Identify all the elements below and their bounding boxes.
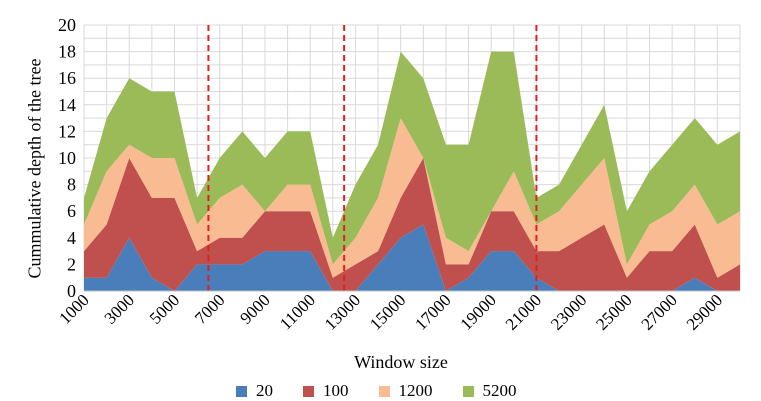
area-series-100 [84, 158, 740, 291]
y-tick-label: 6 [67, 201, 76, 221]
x-tick-label: 27000 [637, 290, 680, 333]
legend-label-100: 100 [323, 381, 349, 400]
x-tick-label: 13000 [321, 290, 364, 333]
x-tick-label: 29000 [683, 290, 726, 333]
legend-swatch-100 [303, 385, 314, 397]
legend-item-100: 100 [303, 381, 349, 401]
x-axis-label: Window size [354, 352, 448, 372]
x-tick-label: 7000 [191, 290, 228, 327]
y-axis-label: Cummulative depth of the tree [24, 58, 45, 279]
x-tick-label: 9000 [236, 290, 273, 327]
legend-item-1200: 1200 [378, 381, 433, 401]
x-tick-label: 5000 [146, 290, 183, 327]
area-series-5200 [84, 51, 740, 265]
y-tick-label: 14 [58, 95, 76, 115]
x-tick-label: 1000 [55, 290, 92, 327]
y-tick-label: 18 [58, 42, 76, 62]
x-tick-label: 23000 [547, 290, 590, 333]
x-tick-label: 11000 [276, 290, 319, 333]
legend-item-5200: 5200 [462, 381, 517, 401]
legend: 20 100 1200 5200 [236, 381, 547, 401]
x-tick-label: 17000 [411, 290, 454, 333]
area-series-20 [84, 224, 740, 291]
y-tick-label: 0 [67, 281, 76, 301]
x-tick-label: 15000 [366, 290, 409, 333]
x-tick-label: 25000 [592, 290, 635, 333]
y-tick-label: 16 [58, 68, 76, 88]
legend-label-20: 20 [256, 381, 273, 400]
y-tick-label: 2 [67, 254, 76, 274]
y-tick-label: 20 [58, 15, 76, 35]
legend-swatch-1200 [378, 385, 390, 397]
x-tick-label: 3000 [101, 290, 138, 327]
legend-swatch-5200 [462, 385, 474, 397]
area-series-1200 [84, 118, 740, 278]
y-tick-labels: 0 2 4 6 8 10 12 14 16 18 20 [58, 15, 76, 301]
y-tick-label: 10 [58, 148, 76, 168]
y-tick-label: 4 [67, 228, 76, 248]
x-tick-labels: 1000 3000 5000 7000 9000 11000 13000 15000 17000… [55, 290, 726, 333]
y-tick-label: 12 [58, 121, 76, 141]
vertical-markers [207, 25, 538, 291]
x-tick-label: 21000 [502, 290, 545, 333]
legend-label-5200: 5200 [482, 381, 517, 400]
legend-label-1200: 1200 [398, 381, 433, 400]
x-tick-label: 19000 [457, 290, 500, 333]
y-tick-label: 8 [67, 175, 76, 195]
legend-swatch-20 [236, 385, 247, 397]
area-series [84, 51, 740, 291]
legend-item-20: 20 [236, 381, 273, 401]
